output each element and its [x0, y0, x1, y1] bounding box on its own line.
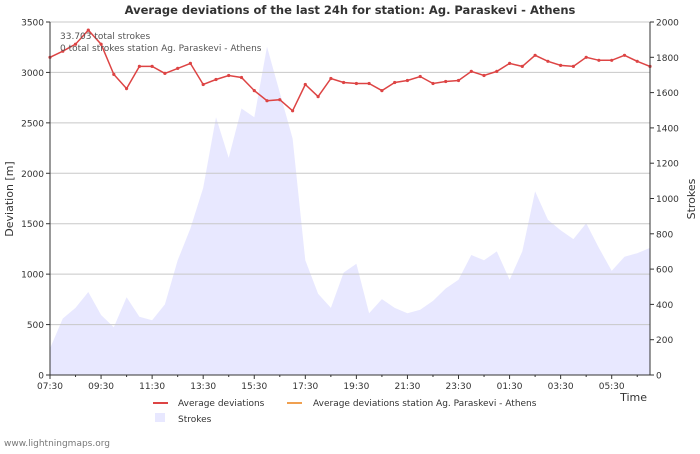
deviation-point: [73, 42, 78, 46]
deviation-point: [584, 55, 588, 59]
deviation-point: [125, 87, 129, 91]
deviation-point: [431, 81, 435, 86]
right-tick-label: 1000: [656, 195, 679, 205]
deviation-point: [444, 79, 448, 84]
legend-label-average-deviations: Average deviations: [178, 399, 265, 409]
deviation-point: [176, 66, 180, 70]
deviation-point: [393, 80, 397, 85]
right-tick-label: 1600: [656, 89, 679, 99]
right-tick-label: 1800: [656, 54, 679, 64]
right-tick-label: 600: [656, 266, 673, 276]
left-tick-label: 0: [38, 372, 44, 382]
x-axis-label: Time: [619, 391, 647, 404]
deviation-point: [456, 78, 461, 83]
left-tick-label: 3500: [21, 19, 44, 29]
deviation-point: [112, 72, 116, 76]
deviation-point: [291, 109, 295, 113]
deviation-point: [367, 81, 371, 86]
deviation-point: [329, 76, 333, 81]
right-tick-label: 1200: [656, 160, 679, 170]
y-axis-label-left: Deviation [m]: [3, 161, 16, 236]
x-tick-label: 01:30: [497, 382, 523, 392]
x-tick-label: 09:30: [88, 382, 114, 392]
x-tick-label: 17:30: [292, 382, 318, 392]
deviation-point: [546, 59, 550, 63]
deviation-point: [622, 53, 627, 57]
deviation-point: [597, 58, 601, 62]
right-tick-label: 0: [656, 372, 662, 382]
deviation-point: [99, 42, 103, 46]
right-tick-label: 400: [656, 301, 673, 311]
left-tick-label: 3000: [21, 69, 44, 79]
x-tick-label: 15:30: [241, 382, 267, 392]
strokes-area: [50, 46, 650, 375]
deviation-point: [61, 49, 65, 53]
x-tick-label: 21:30: [394, 382, 420, 392]
left-tick-label: 1500: [21, 220, 44, 230]
legend: Average deviations Average deviations st…: [153, 399, 537, 425]
deviation-point: [354, 81, 358, 86]
deviation-point: [571, 64, 576, 68]
x-tick-label: 13:30: [190, 382, 216, 392]
deviation-point: [559, 63, 563, 67]
deviation-point: [265, 99, 269, 103]
footer-credit[interactable]: www.lightningmaps.org: [4, 439, 110, 449]
annotation-total-strokes: 33.703 total strokes: [60, 32, 150, 42]
deviation-point: [610, 58, 614, 62]
deviation-point: [214, 77, 218, 82]
deviation-point: [508, 61, 512, 65]
x-tick-label: 03:30: [548, 382, 574, 392]
x-tick-label: 23:30: [446, 382, 472, 392]
deviation-point: [86, 28, 90, 32]
x-tick-label: 07:30: [37, 382, 63, 392]
deviation-point: [342, 80, 346, 85]
deviation-point: [137, 64, 141, 68]
right-tick-label: 1400: [656, 124, 679, 134]
deviation-point: [252, 89, 256, 93]
deviation-point: [482, 73, 486, 78]
deviation-point: [495, 69, 499, 73]
left-tick-label: 2500: [21, 119, 44, 129]
legend-label-strokes: Strokes: [178, 415, 212, 425]
deviation-point: [239, 75, 244, 80]
x-tick-label: 11:30: [139, 382, 165, 392]
chart-title: Average deviations of the last 24h for s…: [125, 3, 576, 17]
left-tick-label: 1000: [21, 271, 44, 281]
right-tick-label: 2000: [656, 19, 679, 29]
deviation-point: [316, 95, 320, 99]
deviation-point: [380, 89, 384, 93]
deviation-point: [405, 78, 409, 83]
left-tick-label: 500: [27, 321, 44, 331]
annotation-station-strokes: 0 total strokes station Ag. Paraskevi - …: [60, 44, 262, 54]
x-tick-label: 05:30: [599, 382, 625, 392]
deviation-point: [303, 82, 307, 87]
x-tick-label: 19:30: [343, 382, 369, 392]
deviation-point: [150, 64, 154, 68]
left-tick-label: 2000: [21, 170, 44, 180]
deviation-point: [520, 64, 524, 68]
deviation-point: [418, 74, 422, 79]
legend-label-station-deviations: Average deviations station Ag. Paraskevi…: [313, 399, 537, 409]
deviation-point: [163, 71, 167, 75]
right-tick-label: 200: [656, 336, 673, 346]
y-axis-label-right: Strokes: [685, 178, 698, 219]
deviation-point: [188, 61, 192, 65]
deviation-point: [227, 73, 231, 78]
right-tick-label: 800: [656, 230, 673, 240]
deviation-point: [469, 69, 473, 73]
deviation-line: [49, 28, 651, 113]
deviation-point: [533, 53, 537, 57]
deviation-point: [635, 59, 639, 63]
deviation-point: [201, 82, 205, 87]
deviation-point: [278, 98, 282, 102]
legend-swatch-strokes: [155, 413, 165, 422]
